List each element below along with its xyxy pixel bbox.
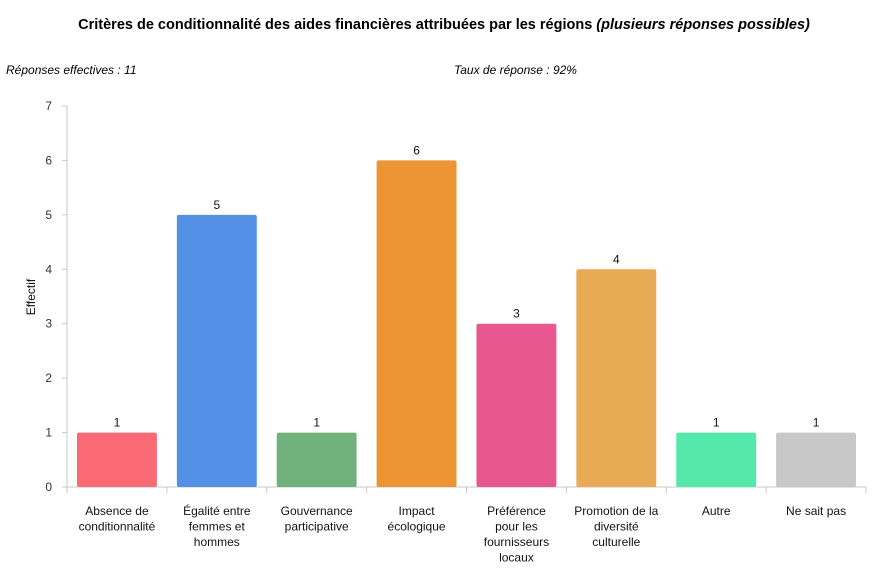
bar <box>676 432 757 487</box>
data-label: 4 <box>613 252 620 266</box>
x-tick-label-line: fournisseurs <box>484 535 549 549</box>
y-tick-label: 2 <box>45 371 52 385</box>
x-tick-label-line: Ne sait pas <box>786 504 846 518</box>
data-label: 5 <box>213 198 220 212</box>
bar <box>376 160 457 487</box>
data-label: 6 <box>413 143 420 157</box>
x-tick-label: Ne sait pas <box>786 504 846 518</box>
x-tick-label-line: culturelle <box>592 535 640 549</box>
data-label: 1 <box>813 416 820 430</box>
bar <box>576 269 657 487</box>
x-tick-label-line: diversité <box>594 520 639 534</box>
x-tick-label-line: Absence de <box>85 504 149 518</box>
y-tick-label: 0 <box>45 480 52 494</box>
x-tick-label-line: Préférence <box>487 504 546 518</box>
x-tick-label-line: pour les <box>495 520 538 534</box>
chart-title-note: (plusieurs réponses possibles) <box>596 17 810 33</box>
data-label: 1 <box>313 416 320 430</box>
x-tick-label-line: femmes et <box>189 520 246 534</box>
labels: 1 Absence de conditionnalité 5 Égalité entre… <box>79 143 847 564</box>
y-tick-label: 1 <box>45 426 52 440</box>
chart-title-main: Critères de conditionnalité des aides fi… <box>78 17 592 33</box>
y-axis-label: Effectif <box>24 278 38 315</box>
bar <box>176 214 257 487</box>
x-tick-label: Préférence pour les fournisseurs locaux <box>484 504 549 565</box>
chart-title: Critères de conditionnalité des aides fi… <box>78 17 810 33</box>
y-tick-label: 6 <box>45 153 52 167</box>
bars <box>76 160 857 487</box>
bar <box>76 432 157 487</box>
x-tick-label: Gouvernance participative <box>281 504 353 534</box>
x-tick-label-line: Promotion de la <box>574 504 658 518</box>
bar <box>476 323 557 487</box>
x-tick-label: Autre <box>702 504 731 518</box>
x-tick-label-line: conditionnalité <box>79 520 156 534</box>
y-tick-label: 5 <box>45 208 52 222</box>
x-tick-label-line: écologique <box>388 520 446 534</box>
y-tick-label: 4 <box>45 262 52 276</box>
x-tick-label: Impact écologique <box>388 504 446 534</box>
x-tick-label-line: Égalité entre <box>183 503 251 518</box>
y-tick-label: 3 <box>45 317 52 331</box>
response-rate-annotation: Taux de réponse : 92% <box>454 63 577 77</box>
x-tick-label: Absence de conditionnalité <box>79 504 156 534</box>
x-tick-label: Promotion de la diversité culturelle <box>574 504 658 549</box>
data-label: 1 <box>713 416 720 430</box>
y-tick-label: 7 <box>45 99 52 113</box>
bar <box>776 432 857 487</box>
x-tick-label-line: participative <box>285 520 349 534</box>
x-tick-label-line: Gouvernance <box>281 504 353 518</box>
x-tick-label-line: Impact <box>399 504 436 518</box>
bar <box>276 432 357 487</box>
x-tick-label-line: hommes <box>194 535 240 549</box>
data-label: 3 <box>513 307 520 321</box>
x-tick-label: Égalité entre femmes et hommes <box>183 503 251 549</box>
x-tick-label-line: Autre <box>702 504 731 518</box>
x-tick-label-line: locaux <box>499 551 534 565</box>
responses-count-annotation: Réponses effectives : 11 <box>6 63 137 77</box>
data-label: 1 <box>114 416 121 430</box>
